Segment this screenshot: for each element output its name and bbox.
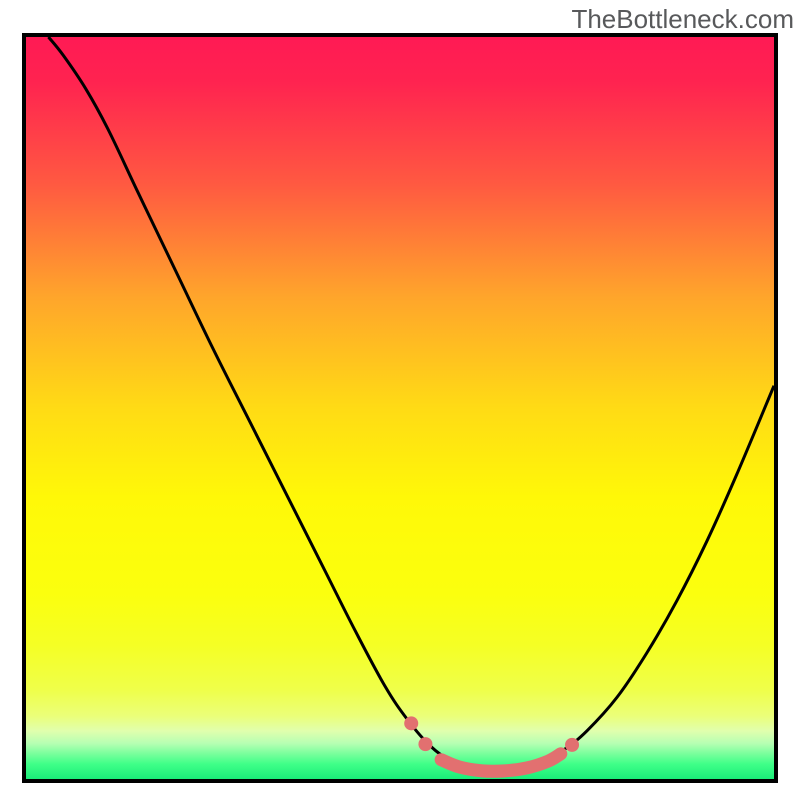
chart-plot-border — [22, 33, 778, 783]
chart-canvas: TheBottleneck.com — [0, 0, 800, 800]
watermark-text: TheBottleneck.com — [571, 4, 794, 35]
